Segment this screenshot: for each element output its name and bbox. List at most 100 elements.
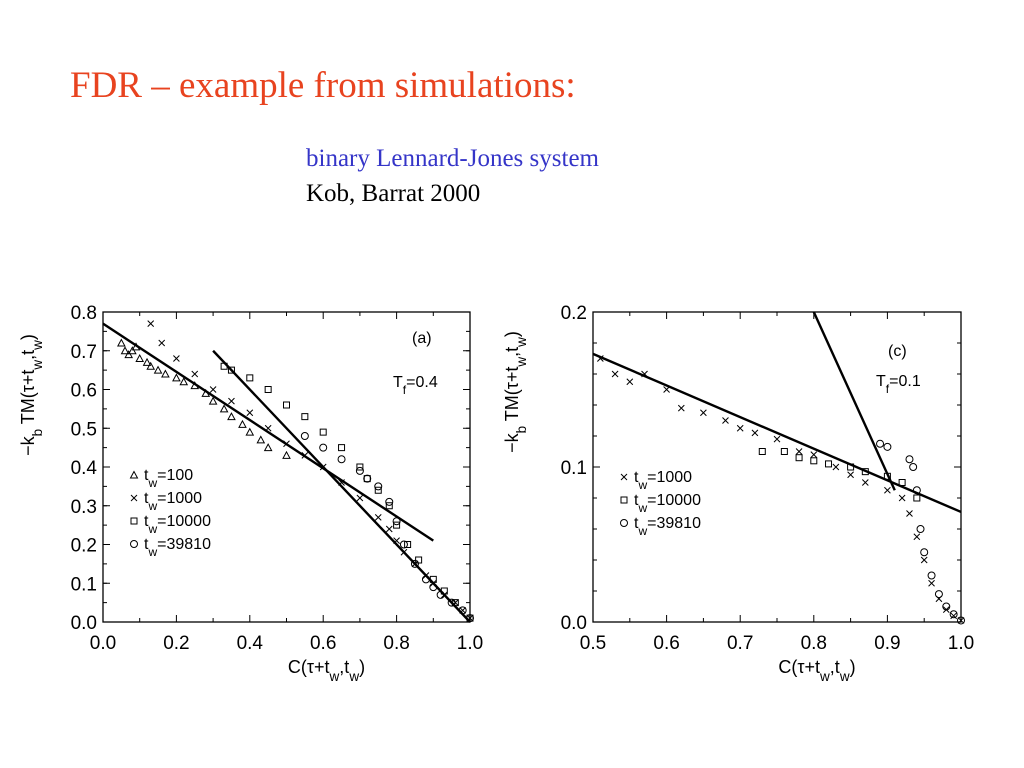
panel-1-y-tick-label: 0.0 bbox=[71, 613, 97, 634]
panel-1-series-2 bbox=[147, 320, 474, 622]
panel-1-x-tick-label: 0.6 bbox=[310, 633, 336, 654]
panel-1-point-cross-stroke-b bbox=[459, 607, 467, 614]
panel-1-point-square bbox=[363, 475, 371, 483]
panel-1-point-triangle-shape bbox=[219, 404, 229, 413]
panel-1-point-cross bbox=[393, 537, 400, 544]
panel-1-point-circle bbox=[374, 482, 383, 491]
panel-2-legend-marker-shape bbox=[620, 496, 628, 504]
panel-1-point-cross-stroke-b bbox=[301, 452, 309, 459]
panel-1-point-square bbox=[283, 401, 290, 409]
panel-1-point-triangle-shape bbox=[190, 381, 200, 390]
panel-1-point-square-shape bbox=[429, 575, 437, 583]
panel-2-y-tick-label: 0.0 bbox=[561, 613, 587, 634]
panel-1-y-tick-label: 0.8 bbox=[71, 303, 97, 324]
panel-1-point-cross-stroke-b bbox=[400, 548, 408, 556]
panel-2-series-2 bbox=[758, 448, 921, 502]
panel-2-point-square bbox=[861, 468, 869, 476]
panel-2-point-square-shape bbox=[913, 494, 921, 502]
panel-1-point-square bbox=[429, 575, 437, 583]
panel-1-point-cross bbox=[301, 452, 309, 459]
panel-1-y-tick-label: 0.2 bbox=[71, 536, 97, 557]
panel-1-point-circle-shape bbox=[458, 606, 467, 615]
panel-1-point-triangle bbox=[208, 396, 218, 405]
panel-2-point-cross-stroke-b bbox=[920, 556, 928, 564]
panel-1-point-triangle bbox=[172, 373, 181, 382]
panel-1-point-circle bbox=[447, 598, 456, 607]
panel-1-point-circle-shape bbox=[447, 598, 456, 607]
panel-2-point-cross-stroke-b bbox=[810, 451, 818, 458]
panel-1-point-triangle-shape bbox=[161, 369, 170, 378]
panel-2-point-cross bbox=[861, 479, 869, 486]
panel-1-point-cross bbox=[411, 560, 419, 568]
panel-1-point-triangle bbox=[131, 342, 141, 351]
panel-1-point-triangle-shape bbox=[142, 357, 152, 366]
panel-1-point-triangle-shape bbox=[263, 443, 273, 452]
panel-1-point-square bbox=[385, 502, 393, 510]
panel-2-point-cross-stroke-b bbox=[722, 417, 729, 424]
panel-1-point-circle bbox=[421, 575, 430, 584]
panel-1-point-cross-stroke-b bbox=[319, 463, 327, 471]
panel-2-point-cross bbox=[773, 435, 781, 443]
panel-2-point-cross-stroke-b bbox=[611, 370, 619, 378]
panel-2-point-cross bbox=[795, 448, 803, 455]
panel-1-y-tick-label: 0.7 bbox=[71, 342, 97, 363]
panel-1-x-tick-label: 0.0 bbox=[90, 633, 116, 654]
panel-1-point-square-shape bbox=[374, 486, 382, 494]
panel-2-series-3 bbox=[876, 439, 965, 625]
panel-1-point-triangle bbox=[128, 346, 137, 355]
panel-2-x-tick-label: 1.0 bbox=[948, 633, 974, 654]
panel-1-point-cross bbox=[400, 548, 408, 556]
panel-2-point-circle-shape bbox=[905, 455, 914, 464]
panel-1-point-square-shape bbox=[338, 444, 346, 452]
panel-1-point-triangle bbox=[135, 353, 145, 362]
panel-1-point-circle-shape bbox=[385, 497, 394, 506]
panel-1-point-square bbox=[356, 463, 364, 471]
panel-1-point-square-shape bbox=[246, 374, 254, 382]
panel-1-point-circle bbox=[337, 455, 346, 464]
panel-2-point-cross-stroke-b bbox=[773, 435, 781, 443]
panel-2-point-circle-shape bbox=[920, 548, 929, 557]
panel-2-point-square-shape bbox=[758, 448, 766, 455]
panel-1-point-circle-shape bbox=[337, 455, 346, 464]
panel-1-point-circle bbox=[363, 474, 372, 483]
panel-1-point-square-shape bbox=[227, 366, 235, 374]
panel-2-point-square bbox=[795, 454, 803, 462]
panel-2-point-cross-stroke-b bbox=[626, 378, 634, 386]
panel-1-point-circle-shape bbox=[319, 443, 328, 452]
panel-1-point-cross bbox=[158, 339, 166, 347]
panel-2-x-tick-label: 0.6 bbox=[653, 633, 679, 654]
panel-1-point-square bbox=[338, 444, 346, 452]
panel-2-point-square-shape bbox=[847, 463, 855, 471]
panel-1-point-triangle-shape bbox=[245, 427, 255, 436]
panel-2-point-cross-stroke-b bbox=[928, 579, 935, 587]
panel-2-point-circle bbox=[883, 442, 892, 451]
panel-1-chart: 0.0 0.2 0.4 0.6 0.8 1.0 0.0 0.1 0.2 0.3 0.4 0.5 0.6 0… bbox=[18, 303, 483, 684]
panel-1-point-cross bbox=[466, 614, 474, 622]
panel-1-point-triangle-shape bbox=[117, 338, 126, 347]
panel-2-point-cross bbox=[751, 429, 759, 437]
panel-1-point-cross-stroke-b bbox=[228, 397, 235, 405]
panel-2-point-cross-stroke-b bbox=[832, 463, 840, 471]
panel-1-fit-line-1 bbox=[102, 322, 434, 542]
panel-2-legend-label: tw=1000 bbox=[634, 469, 692, 492]
panel-2-point-cross-stroke-b bbox=[736, 424, 744, 432]
panel-2-point-square bbox=[758, 448, 766, 455]
panel-1-point-triangle bbox=[227, 412, 236, 421]
panel-1-point-square-shape bbox=[451, 599, 459, 607]
panel-2-point-cross bbox=[920, 556, 928, 564]
panel-1-point-triangle bbox=[201, 388, 211, 397]
panel-1-point-square-shape bbox=[283, 401, 290, 409]
panel-1-y-axis-label: −kb TM(τ+tw,tw) bbox=[18, 334, 45, 456]
panel-1-point-cross bbox=[283, 440, 290, 448]
panel-1-x-axis-label: C(τ+tw,tw) bbox=[288, 657, 365, 684]
panel-1-point-cross bbox=[191, 370, 199, 378]
panel-2-point-cross bbox=[832, 463, 840, 471]
panel-1-point-triangle bbox=[256, 435, 266, 444]
panel-2-point-cross bbox=[641, 370, 648, 378]
panel-2-panel-label: (c) bbox=[888, 343, 907, 360]
panel-1-point-circle bbox=[458, 606, 467, 615]
panel-1-point-triangle bbox=[245, 427, 255, 436]
panel-2-point-circle bbox=[942, 602, 951, 611]
slide-citation: Kob, Barrat 2000 bbox=[306, 180, 481, 207]
panel-1-point-circle-shape bbox=[410, 559, 419, 568]
